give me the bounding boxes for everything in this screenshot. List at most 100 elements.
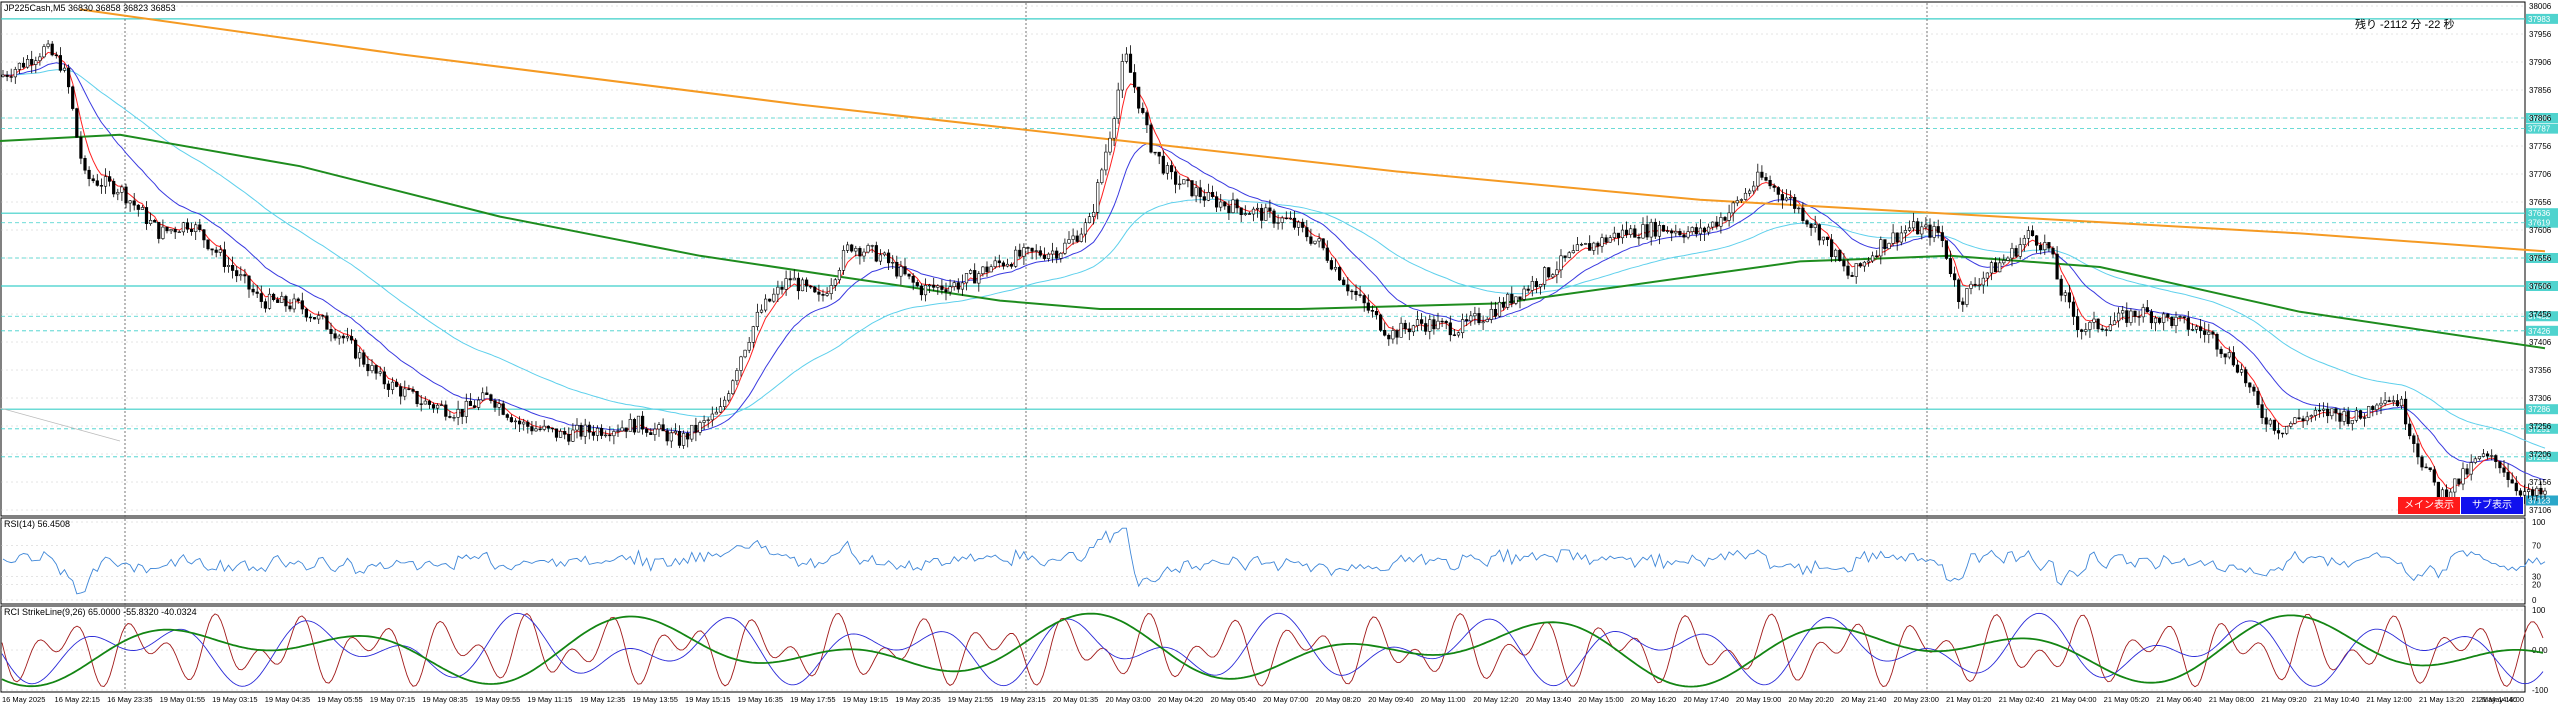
candle-body: [2219, 348, 2223, 355]
candle-body: [2199, 326, 2203, 331]
candle-body: [2420, 456, 2424, 468]
time-axis-label: 19 May 19:15: [843, 695, 888, 704]
candle-body: [563, 431, 567, 435]
time-axis-label: 21 May 16:00: [2479, 695, 2524, 704]
candle-body: [895, 261, 899, 277]
sub-display-button[interactable]: サブ表示: [2461, 497, 2523, 514]
candle-body: [1850, 275, 1854, 277]
candle-body: [1342, 279, 1346, 286]
candle-body: [1752, 185, 1756, 192]
candle-body: [1698, 227, 1702, 235]
candle-body: [1297, 221, 1301, 228]
candle-body: [1817, 224, 1821, 241]
candle-body: [1739, 199, 1743, 201]
candle-body: [538, 428, 542, 430]
candle-body: [1600, 237, 1604, 247]
candle-body: [497, 403, 501, 408]
candle-body: [2498, 461, 2502, 469]
candle-body: [1313, 240, 1317, 244]
candle-body: [2051, 247, 2055, 255]
candle-body: [1096, 182, 1100, 213]
candle-body: [67, 67, 71, 88]
candle-body: [2170, 316, 2174, 327]
candle-body: [936, 285, 940, 288]
candle-body: [1801, 207, 1805, 221]
candle-body: [2473, 458, 2477, 463]
candle-body: [2186, 317, 2190, 330]
candle-body: [247, 275, 251, 290]
candle-body: [554, 428, 559, 438]
time-axis-label: 19 May 12:35: [580, 695, 625, 704]
time-axis-label: 19 May 20:35: [895, 695, 940, 704]
candle-body: [1821, 236, 1825, 241]
candle-body: [231, 264, 235, 271]
candle-body: [747, 342, 751, 351]
candle-body: [960, 282, 964, 290]
candle-body: [1112, 118, 1116, 139]
candle-body: [1907, 227, 1912, 231]
candle-body: [1871, 255, 1875, 262]
candle-body: [2313, 409, 2318, 416]
candle-body: [2387, 400, 2391, 403]
candle-body: [2092, 318, 2096, 323]
candle-body: [501, 403, 505, 415]
candle-body: [177, 231, 181, 233]
candle-body: [1157, 151, 1161, 157]
candle-body: [452, 417, 456, 419]
main-display-button[interactable]: メイン表示: [2398, 497, 2460, 514]
candle-body: [919, 285, 923, 296]
level-tag: [2526, 13, 2558, 24]
candle-body: [58, 55, 62, 71]
candle-body: [1100, 169, 1104, 183]
candle-body: [1518, 296, 1522, 300]
price-axis-label: 37356: [2529, 366, 2552, 375]
candle-body: [214, 249, 218, 253]
candle-body: [2178, 316, 2182, 318]
level-tag: [2526, 281, 2558, 291]
time-axis-label: 21 May 06:40: [2156, 695, 2201, 704]
candle-body: [1711, 221, 1715, 228]
candle-body: [1067, 239, 1071, 244]
candle-body: [2174, 316, 2178, 327]
candle-body: [353, 339, 358, 359]
candle-body: [1776, 187, 1780, 195]
time-axis-label: 20 May 11:00: [1421, 695, 1466, 704]
candle-body: [1485, 319, 1489, 323]
candle-body: [1579, 243, 1584, 246]
candle-body: [2244, 369, 2248, 384]
candle-body: [1981, 277, 1985, 286]
candle-body: [2432, 469, 2436, 483]
candle-body: [612, 431, 616, 437]
candle-body: [1374, 310, 1379, 316]
candle-body: [2248, 382, 2252, 388]
candle-body: [1026, 247, 1030, 249]
candle-body: [2006, 257, 2010, 261]
candle-body: [128, 200, 132, 204]
candle-body: [2022, 237, 2026, 245]
candle-body: [1678, 230, 1682, 236]
price-axis-label: 37956: [2529, 30, 2552, 39]
candle-body: [1887, 243, 1891, 249]
candle-body: [1346, 284, 1350, 292]
candle-body: [1149, 124, 1153, 153]
candle-body: [2104, 329, 2108, 331]
candle-body: [1620, 229, 1625, 239]
candle-body: [2371, 406, 2375, 410]
candle-body: [1362, 295, 1366, 304]
candle-body: [1629, 228, 1633, 235]
level-tag: [2526, 451, 2558, 462]
candle-body: [1338, 267, 1342, 281]
candle-body: [1879, 239, 1883, 257]
candle-body: [25, 59, 30, 68]
candle-body: [280, 296, 284, 303]
candle-body: [1772, 185, 1776, 188]
candle-body: [226, 264, 231, 267]
candle-body: [1137, 86, 1141, 109]
candle-body: [583, 424, 587, 437]
candle-body: [1756, 171, 1760, 187]
candle-body: [341, 335, 345, 339]
candle-body: [1055, 250, 1059, 259]
candle-body: [2342, 411, 2346, 422]
candle-body: [1215, 196, 1219, 208]
